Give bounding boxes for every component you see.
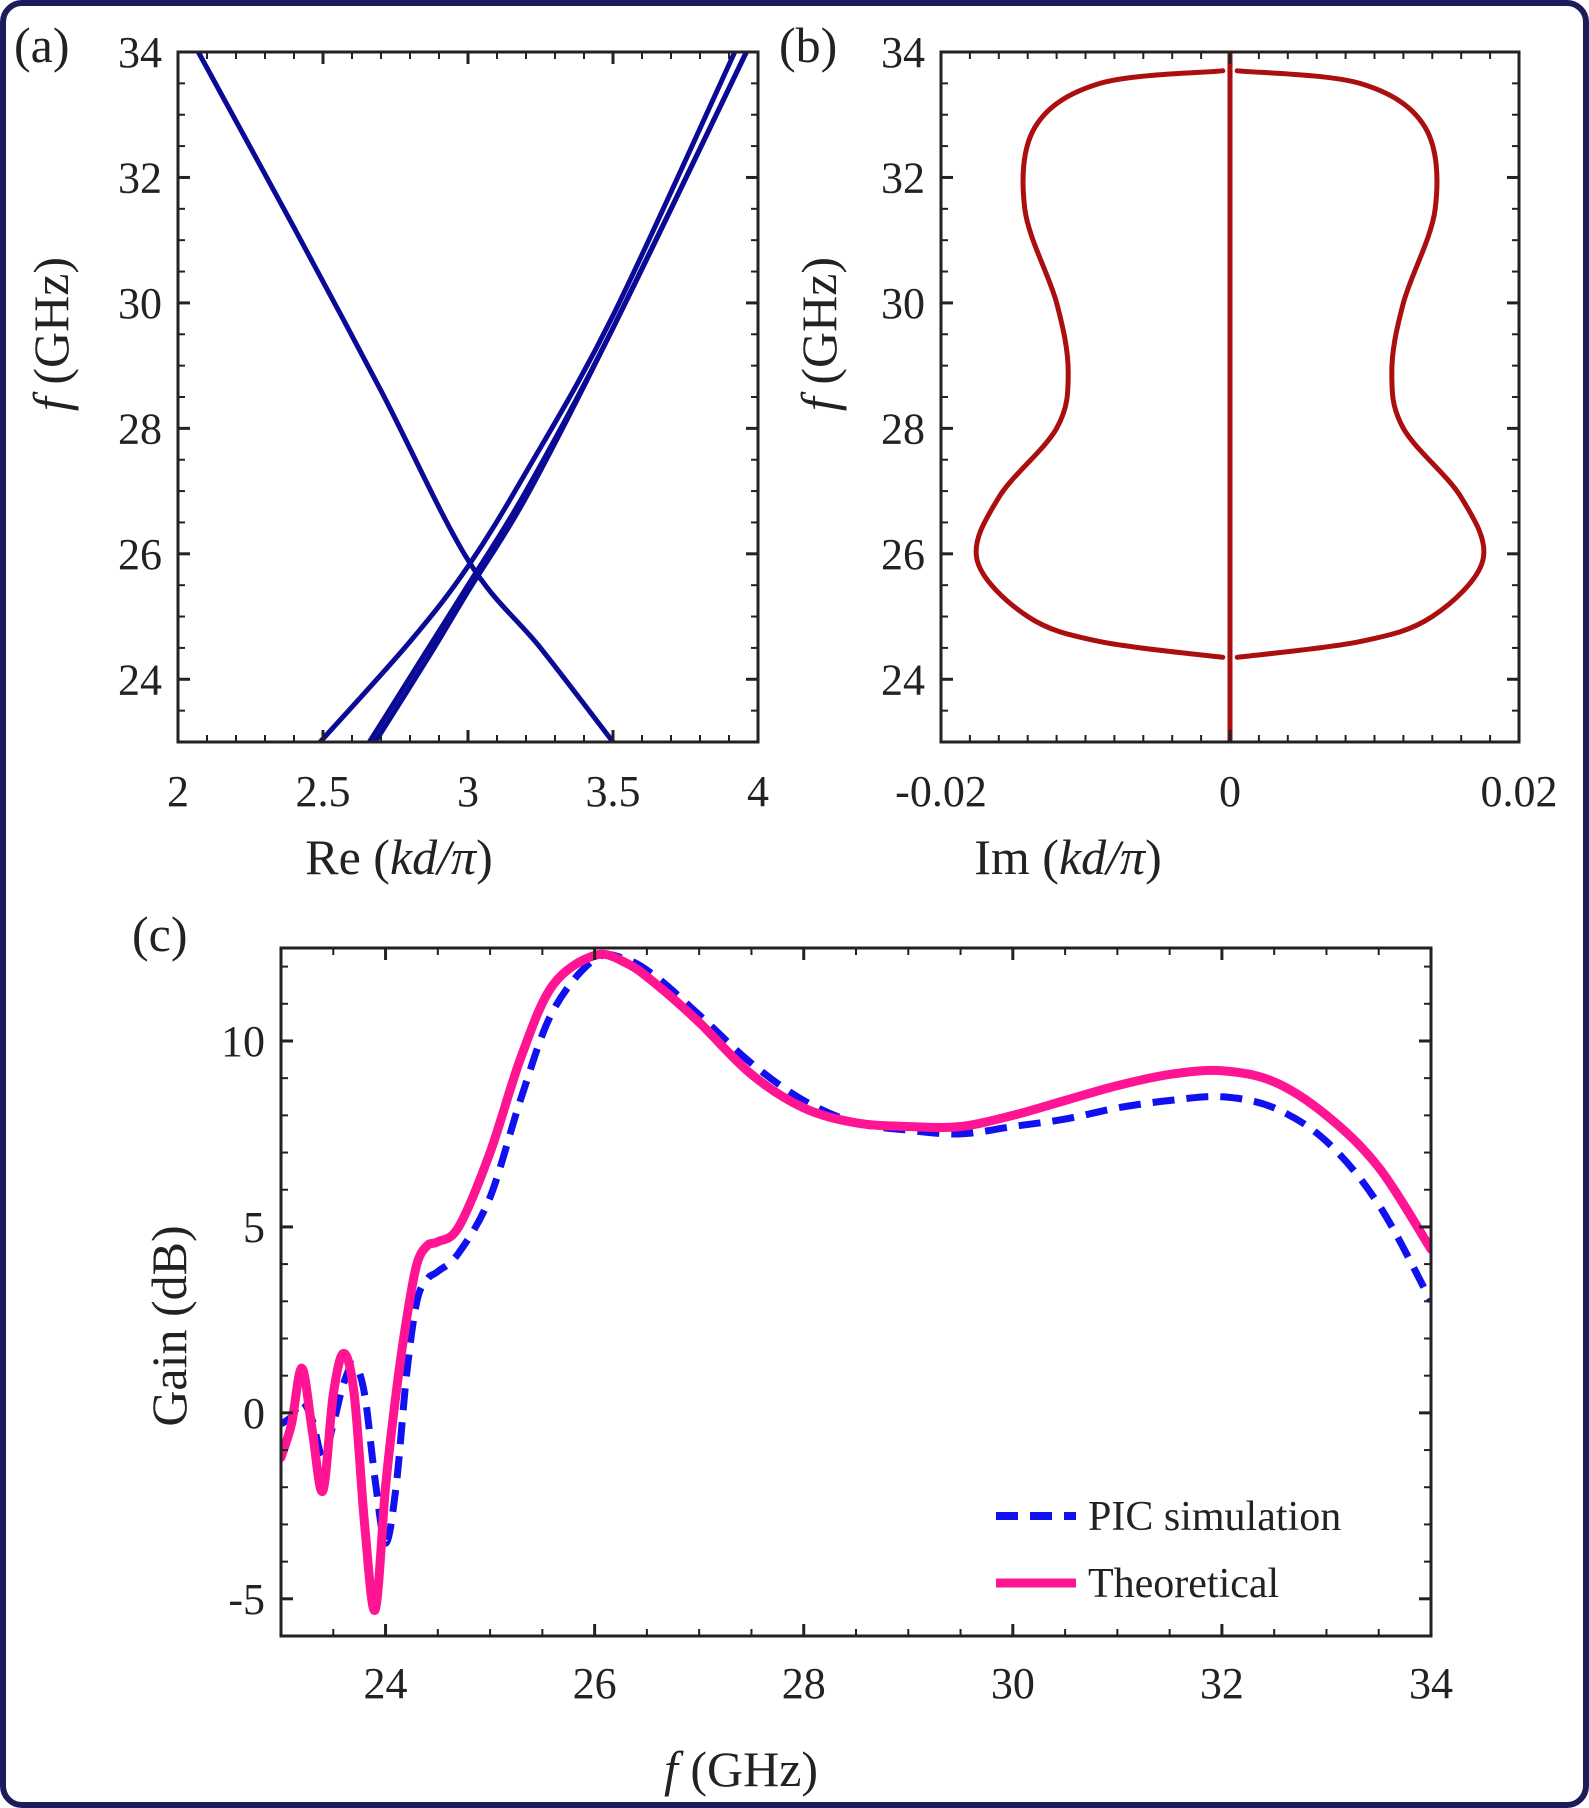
panel-b-chart: (b) -0.02 0 0.02 24 26 28 30 32 34 Im (kd/π) f (…	[779, 17, 1558, 885]
panel-a-ytick-label: 26	[118, 530, 162, 579]
panel-a-ytick-label: 28	[118, 404, 162, 453]
panel-c-series-theoretical	[281, 949, 1431, 1615]
legend-label-theory: Theoretical	[1088, 1561, 1279, 1607]
panel-b-xtick-label: 0.02	[1481, 767, 1558, 816]
panel-a-label: (a)	[14, 17, 70, 73]
panel-a-ytick-label: 34	[118, 28, 162, 77]
panel-b-ytick-label: 24	[881, 655, 925, 704]
legend-label-pic: PIC simulation	[1088, 1494, 1341, 1540]
panel-c-xtick-label: 34	[1409, 1659, 1453, 1708]
panel-c-ylabel: Gain (dB)	[141, 1225, 197, 1426]
panel-c-ytick-label: 5	[243, 1203, 265, 1252]
panel-c-ticks: 24 26 28 30 32 34 -5 0 5 10	[221, 948, 1453, 1708]
panel-c-xlabel: f (GHz)	[664, 1741, 818, 1797]
panel-c-legend: PIC simulation Theoretical	[996, 1494, 1341, 1607]
panel-a-series-forward-1	[317, 52, 738, 742]
panel-a-chart: (a) 2 2.5 3 3.5 4 24 26 28 30 32 34 Re (kd/π) f (G…	[14, 17, 769, 885]
panel-b-plot-area	[939, 50, 1521, 744]
panel-a-series-forward-3	[372, 52, 749, 742]
panel-c-label: (c)	[132, 906, 188, 962]
panel-a-series-backward	[195, 52, 616, 742]
panel-c-ytick-label: -5	[228, 1575, 265, 1624]
panel-b-xlabel: Im (kd/π)	[974, 829, 1162, 885]
panel-c-xtick-label: 32	[1200, 1659, 1244, 1708]
panel-c-xtick-label: 28	[782, 1659, 826, 1708]
panel-a-ytick-label: 30	[118, 279, 162, 328]
panel-a-xtick-label: 4	[747, 767, 769, 816]
panel-a-xtick-label: 3	[457, 767, 479, 816]
panel-b-ytick-label: 26	[881, 530, 925, 579]
panel-a-plot-area	[176, 50, 760, 744]
panel-c-ytick-label: 10	[221, 1017, 265, 1066]
panel-c-xtick-label: 30	[991, 1659, 1035, 1708]
panel-a-xtick-label: 2	[167, 767, 189, 816]
panel-b-series-growing-wave	[1234, 68, 1487, 660]
panel-b-label: (b)	[779, 17, 837, 73]
panel-a-ticks: 2 2.5 3 3.5 4 24 26 28 30 32 34	[118, 28, 769, 816]
panel-c-ytick-label: 0	[243, 1389, 265, 1438]
panel-b-ytick-label: 32	[881, 153, 925, 202]
panel-a-ylabel: f (GHz)	[23, 257, 79, 411]
panel-a-axes-frame	[176, 50, 760, 744]
panel-a-xtick-label: 2.5	[296, 767, 351, 816]
panel-b-xtick-label: -0.02	[895, 767, 987, 816]
panel-c-xtick-label: 26	[573, 1659, 617, 1708]
panel-b-ytick-label: 28	[881, 404, 925, 453]
panel-b-ticks: -0.02 0 0.02 24 26 28 30 32 34	[881, 28, 1558, 816]
panel-c-xtick-label: 24	[364, 1659, 408, 1708]
figure-canvas: (a) 2 2.5 3 3.5 4 24 26 28 30 32 34 Re (kd/π) f (G…	[14, 17, 1558, 1797]
panel-c-series-pic-simulation	[281, 951, 1431, 1547]
panel-b-ylabel: f (GHz)	[791, 257, 847, 411]
panel-b-series-decaying-wave	[973, 68, 1226, 660]
panel-a-ytick-label: 24	[118, 655, 162, 704]
panel-b-ytick-label: 30	[881, 279, 925, 328]
panel-a-ytick-label: 32	[118, 153, 162, 202]
panel-a-xlabel: Re (kd/π)	[305, 829, 493, 885]
panel-b-ytick-label: 34	[881, 28, 925, 77]
panel-c-chart: (c) 24 26 28 30 32 34 -5 0 5 10 f (GHz) Gain (dB)…	[132, 906, 1453, 1797]
panel-a-xtick-label: 3.5	[586, 767, 641, 816]
panel-b-xtick-label: 0	[1219, 767, 1241, 816]
